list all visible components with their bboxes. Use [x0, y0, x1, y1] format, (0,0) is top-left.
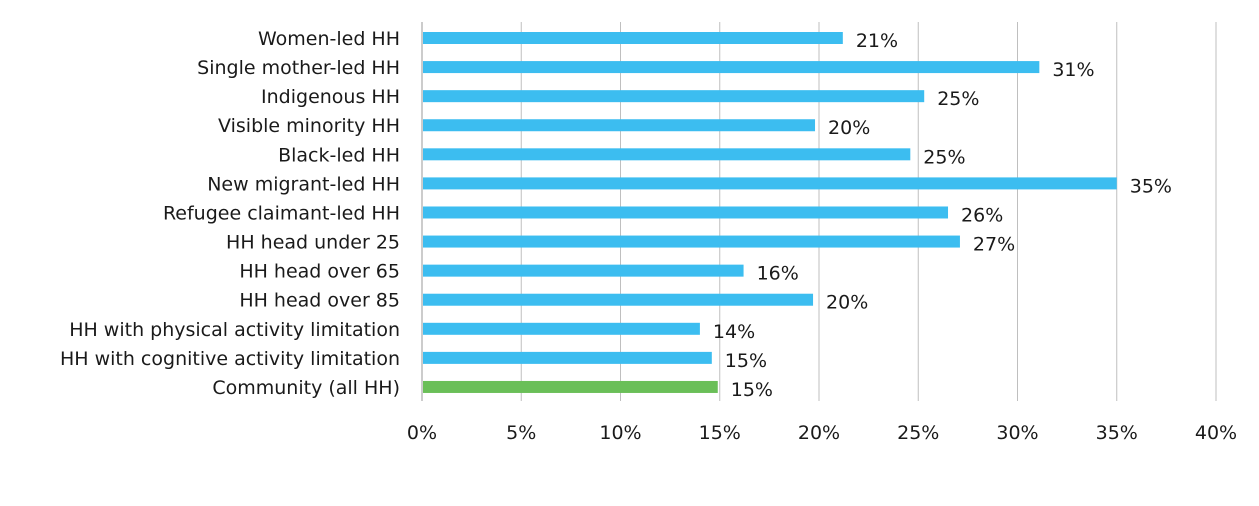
- bar: [423, 264, 744, 277]
- data-label: 26%: [961, 204, 1003, 226]
- category-label: Indigenous HH: [261, 86, 400, 108]
- data-label: 27%: [973, 234, 1015, 256]
- x-tick-label: 10%: [599, 422, 641, 444]
- x-tick-label: 15%: [699, 422, 741, 444]
- x-tick-label: 25%: [897, 422, 939, 444]
- category-label: HH with physical activity limitation: [69, 319, 400, 341]
- bar: [423, 119, 816, 132]
- bar: [423, 322, 700, 335]
- category-label: Single mother-led HH: [197, 57, 400, 79]
- bar: [423, 177, 1117, 190]
- category-label: Community (all HH): [212, 377, 400, 399]
- value-labels: 21% 31% 25% 20% 25% 35% 26% 27% 16% 20% 14% 15% 15%: [713, 30, 1172, 401]
- data-label: 16%: [757, 263, 799, 285]
- x-axis-tick-labels: 0% 5% 10% 15% 20% 25% 30% 35% 40%: [407, 422, 1237, 444]
- bar: [423, 148, 911, 161]
- data-label: 35%: [1130, 175, 1172, 197]
- category-label: Visible minority HH: [218, 115, 400, 137]
- bar: [423, 380, 718, 393]
- bar: [423, 61, 1040, 74]
- bar: [423, 351, 712, 364]
- x-tick-label: 40%: [1195, 422, 1237, 444]
- category-label: HH head under 25: [226, 232, 400, 254]
- category-label: Women-led HH: [258, 28, 400, 50]
- category-label: Refugee claimant-led HH: [163, 202, 400, 224]
- category-label: HH head over 85: [239, 290, 400, 312]
- x-tick-label: 5%: [506, 422, 536, 444]
- data-label: 14%: [713, 321, 755, 343]
- bar: [423, 90, 925, 103]
- category-label: New migrant-led HH: [207, 173, 400, 195]
- bar: [423, 32, 843, 44]
- category-labels: Women-led HH Single mother-led HH Indigeno…: [60, 28, 400, 399]
- category-label: HH head over 65: [239, 261, 400, 283]
- data-label: 21%: [856, 30, 898, 52]
- category-label: HH with cognitive activity limitation: [60, 348, 400, 370]
- data-label: 15%: [731, 379, 773, 401]
- x-tick-label: 20%: [798, 422, 840, 444]
- bar: [423, 293, 814, 306]
- data-label: 15%: [725, 350, 767, 372]
- data-label: 25%: [923, 146, 965, 168]
- x-tick-label: 0%: [407, 422, 437, 444]
- bars: [423, 32, 1117, 393]
- bar: [423, 235, 960, 248]
- data-label: 25%: [937, 88, 979, 110]
- bar: [423, 206, 949, 219]
- data-label: 20%: [826, 292, 868, 314]
- category-label: Black-led HH: [278, 144, 400, 166]
- data-label: 31%: [1052, 59, 1094, 81]
- data-label: 20%: [828, 117, 870, 139]
- x-tick-label: 35%: [1096, 422, 1138, 444]
- x-tick-label: 30%: [996, 422, 1038, 444]
